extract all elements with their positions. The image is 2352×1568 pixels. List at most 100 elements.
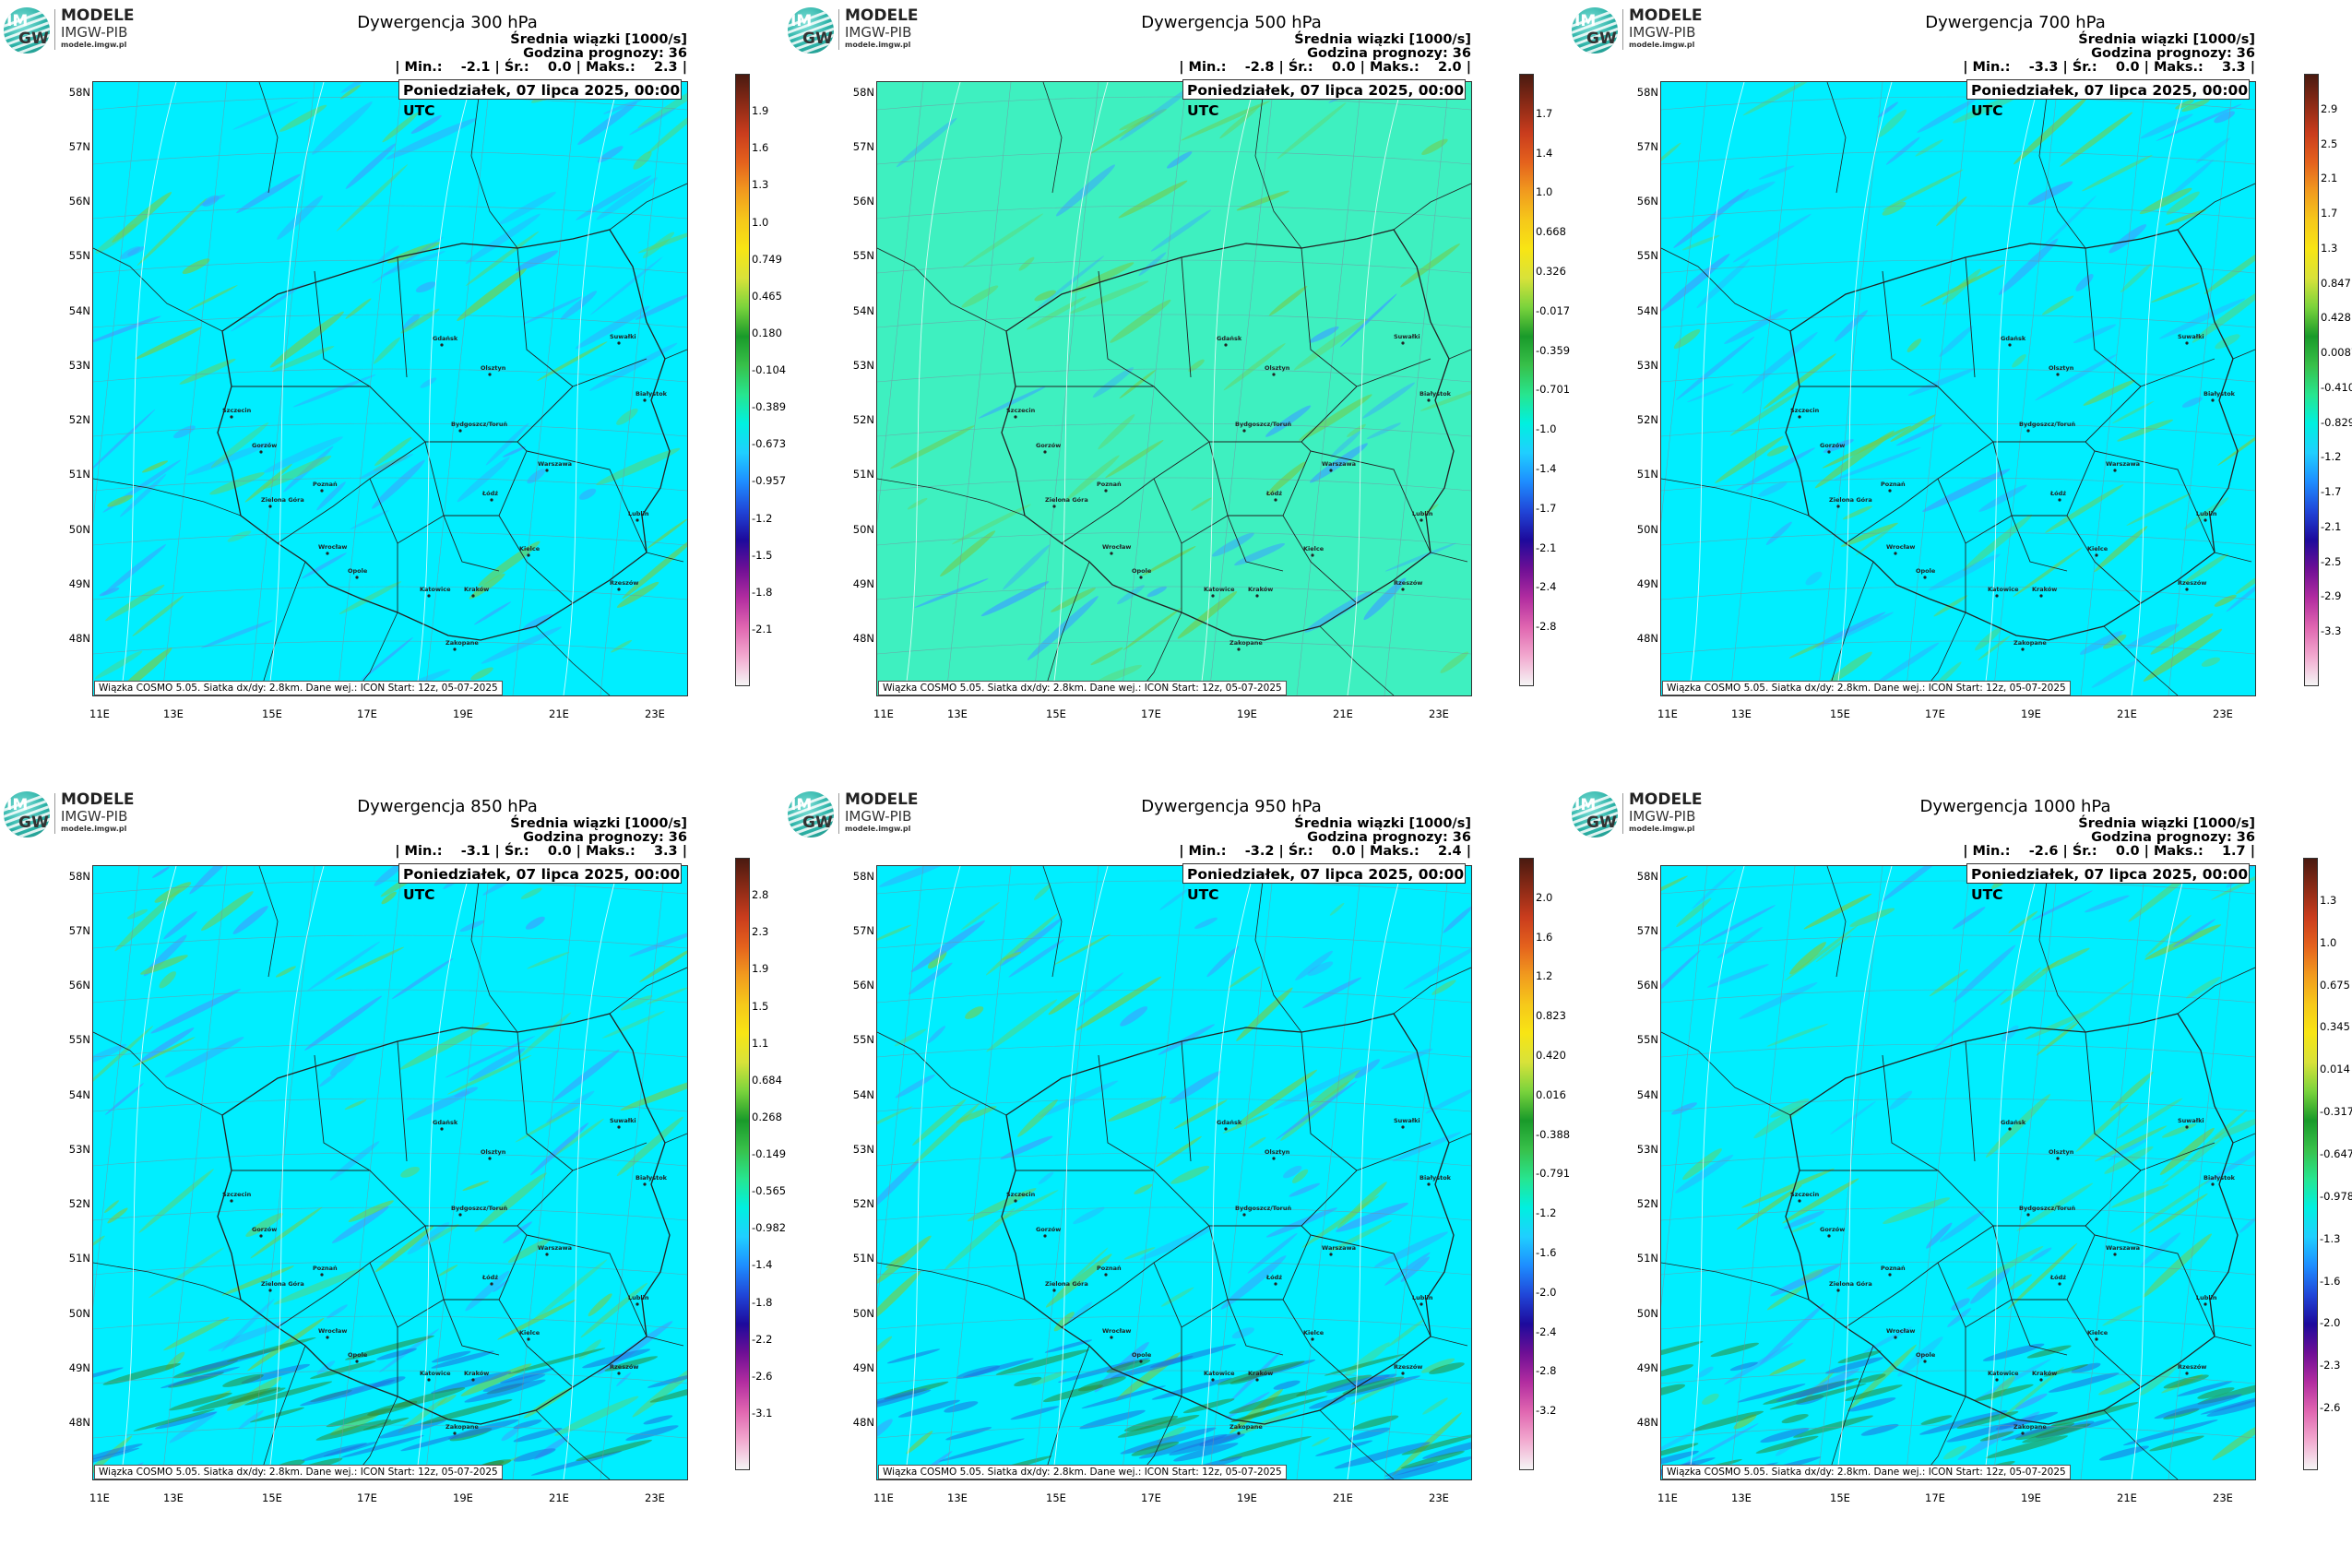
longitude-label: 23E: [1429, 1491, 1449, 1504]
city-marker: Suwałki: [2178, 1117, 2204, 1129]
forecast-hour: Godzina prognozy: 36: [1307, 46, 1471, 61]
city-dot: [268, 1289, 272, 1292]
city-marker: Olsztyn: [481, 364, 506, 376]
city-marker: Zakopane: [1229, 1423, 1263, 1435]
city-dot: [1311, 1337, 1314, 1341]
city-marker: Poznań: [313, 1265, 338, 1277]
city-dot: [1836, 505, 1840, 508]
city-label: Suwałki: [610, 333, 636, 340]
logo-divider: [1622, 9, 1623, 50]
city-dot: [2026, 429, 2030, 433]
colorbar-label: -1.3: [2320, 1232, 2341, 1245]
city-dot: [1274, 498, 1277, 502]
city-dot: [1224, 1127, 1228, 1131]
city-marker: Zielona Góra: [261, 1280, 304, 1292]
city-marker: Gorzów: [1820, 1226, 1845, 1238]
colorbar-label: -0.701: [1536, 383, 1571, 396]
city-label: Opole: [348, 567, 368, 575]
logo-subtitle: IMGW-PIB: [845, 24, 912, 41]
colorbar-label: -0.388: [1536, 1128, 1571, 1141]
panel-title: Dywergencja 700 hPa: [1925, 13, 2106, 32]
colorbar-label: 2.8: [752, 888, 769, 901]
valid-date: Poniedziałek, 07 lipca 2025, 00:00 UTC: [1182, 79, 1466, 119]
city-dot: [355, 1360, 359, 1363]
colorbar-label: 0.428: [2321, 311, 2351, 324]
colorbar-label: 1.6: [1536, 931, 1553, 944]
city-dot: [1104, 489, 1108, 493]
city-dot: [545, 1253, 549, 1256]
stats-values: | Min.: -2.1 | Śr.: 0.0 | Maks.: 2.3 |: [395, 60, 687, 75]
city-label: Zakopane: [2013, 639, 2047, 647]
city-dot: [427, 1378, 431, 1382]
colorbar-label: 0.0087: [2321, 346, 2352, 359]
city-dot: [1242, 429, 1246, 433]
city-dot: [1995, 594, 1999, 598]
city-label: Gorzów: [1036, 1226, 1061, 1233]
city-marker: Zielona Góra: [261, 496, 304, 508]
city-label: Rzeszów: [610, 1363, 638, 1371]
city-dot: [458, 1213, 462, 1217]
city-label: Poznań: [1097, 1265, 1122, 1272]
city-dot: [440, 343, 444, 347]
city-dot: [458, 429, 462, 433]
city-label: Bydgoszcz/Toruń: [1235, 1205, 1291, 1212]
city-marker: Rzeszów: [610, 579, 638, 591]
colorbar-label: -3.3: [2321, 624, 2342, 637]
city-dot: [2185, 1372, 2189, 1375]
city-marker: Gdańsk: [433, 1119, 458, 1131]
city-dot: [1211, 594, 1215, 598]
latitude-label: 57N: [68, 140, 90, 153]
city-label: Lublin: [2196, 510, 2217, 517]
city-marker: Zielona Góra: [1045, 1280, 1088, 1292]
city-label: Kraków: [464, 1370, 489, 1377]
city-marker: Lublin: [628, 1294, 649, 1306]
city-label: Szczecin: [222, 407, 252, 414]
city-label: Suwałki: [1394, 333, 1420, 340]
city-dot: [259, 450, 263, 454]
longitude-label: 15E: [1830, 1491, 1850, 1504]
city-label: Rzeszów: [2178, 1363, 2206, 1371]
city-dot: [1052, 505, 1056, 508]
longitude-label: 19E: [453, 707, 473, 720]
city-marker: Wrocław: [1886, 1327, 1915, 1339]
city-label: Olsztyn: [2049, 364, 2074, 372]
city-label: Białystok: [1420, 390, 1452, 398]
city-marker: Kielce: [519, 1329, 540, 1341]
city-labels: Szczecin Gdańsk Olsztyn Suwałki Białystok Byd…: [222, 1117, 668, 1435]
latitude-label: 55N: [852, 249, 874, 262]
logo-badge-text-top: IM: [1574, 796, 1597, 814]
city-label: Szczecin: [222, 1191, 252, 1198]
logo-badge-text-bottom: GW: [18, 30, 49, 48]
colorbar-label: 1.6: [752, 141, 769, 154]
stats-values: | Min.: -3.1 | Śr.: 0.0 | Maks.: 3.3 |: [395, 844, 687, 859]
city-marker: Olsztyn: [2049, 1148, 2074, 1160]
city-dot: [527, 553, 530, 557]
city-label: Bydgoszcz/Toruń: [2019, 1205, 2075, 1212]
city-marker: Suwałki: [610, 1117, 636, 1129]
latitude-label: 51N: [852, 1252, 874, 1265]
city-marker: Zakopane: [2013, 1423, 2047, 1435]
latitude-label: 58N: [68, 870, 90, 883]
logo-subtitle: IMGW-PIB: [61, 24, 128, 41]
city-marker: Kielce: [1303, 545, 1324, 557]
geopotential-isolines: [904, 866, 1404, 1479]
colorbar-label: -1.8: [752, 586, 773, 599]
colorbar-label: -1.5: [752, 549, 773, 562]
panel-title: Dywergencja 850 hPa: [357, 797, 538, 816]
forecast-hour: Godzina prognozy: 36: [523, 46, 687, 61]
latitude-label: 50N: [68, 523, 90, 536]
colorbar-label: 1.3: [2321, 242, 2338, 255]
city-dot: [617, 341, 621, 345]
imgw-logo: IM GW MODELE IMGW-PIB modele.imgw.pl: [1572, 790, 1710, 837]
city-dot: [527, 1337, 530, 1341]
city-dot: [1401, 1125, 1405, 1129]
colorbar-label: -1.2: [2321, 450, 2342, 463]
city-label: Białystok: [636, 1174, 668, 1182]
colorbar-label: -1.0: [1536, 422, 1557, 435]
logo-subtitle: IMGW-PIB: [1629, 24, 1696, 41]
city-marker: Kielce: [2087, 1329, 2108, 1341]
city-label: Szczecin: [1790, 407, 1820, 414]
city-label: Rzeszów: [1394, 579, 1422, 587]
colorbar: [2304, 74, 2319, 686]
divergence-map: Szczecin Gdańsk Olsztyn Suwałki Białystok Byd…: [93, 866, 687, 1479]
